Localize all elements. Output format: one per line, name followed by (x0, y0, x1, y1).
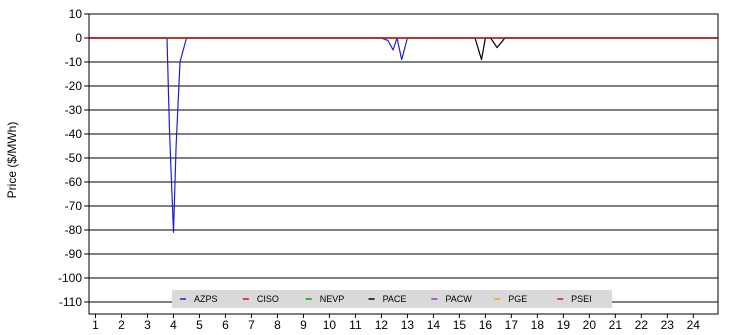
legend-label-psei: PSEI (571, 294, 592, 304)
x-tick-label: 6 (222, 318, 229, 332)
x-tick-label: 24 (687, 318, 701, 332)
legend-label-nevp: NEVP (320, 294, 345, 304)
y-tick-label: -100 (58, 271, 82, 285)
x-tick-label: 22 (635, 318, 649, 332)
y-tick-label: 10 (69, 7, 83, 21)
y-tick-label: -10 (65, 55, 83, 69)
y-axis-title: Price ($/MWh) (5, 122, 19, 199)
legend-label-pace: PACE (383, 294, 407, 304)
x-tick-label: 16 (479, 318, 493, 332)
x-tick-label: 18 (531, 318, 545, 332)
legend-label-ciso: CISO (257, 294, 279, 304)
y-tick-label: -60 (65, 175, 83, 189)
x-tick-label: 19 (557, 318, 571, 332)
x-tick-label: 21 (609, 318, 623, 332)
y-tick-label: -80 (65, 223, 83, 237)
x-tick-label: 1 (92, 318, 99, 332)
legend: AZPS CISO NEVP PACE PACW PGE PSEI (172, 290, 612, 308)
plot-frame (88, 13, 719, 315)
x-tick-label: 11 (349, 318, 362, 332)
x-tick-label: 12 (375, 318, 389, 332)
x-tick-label: 13 (401, 318, 415, 332)
y-tick-label: 0 (75, 31, 82, 45)
y-tick-label: -50 (65, 151, 83, 165)
x-tick-label: 8 (274, 318, 281, 332)
x-tick-label: 5 (196, 318, 203, 332)
series-line-azps (89, 37, 718, 233)
x-tick-label: 10 (323, 318, 337, 332)
y-tick-label: -30 (65, 103, 83, 117)
y-tick-label: -70 (65, 199, 83, 213)
x-tick-label: 3 (144, 318, 151, 332)
y-tick-label: -90 (65, 247, 83, 261)
x-tick-label: 15 (453, 318, 467, 332)
x-tick-label: 9 (300, 318, 307, 332)
x-tick-label: 23 (661, 318, 675, 332)
x-tick-label: 17 (505, 318, 519, 332)
legend-label-pacw: PACW (445, 294, 472, 304)
x-tick-label: 20 (583, 318, 597, 332)
y-tick-label: -40 (65, 127, 83, 141)
legend-label-pge: PGE (508, 294, 527, 304)
y-tick-label: -110 (59, 295, 82, 309)
legend-label-azps: AZPS (194, 294, 218, 304)
x-tick-label: 7 (248, 318, 255, 332)
x-tick-label: 2 (118, 318, 125, 332)
y-tick-label: -20 (65, 79, 83, 93)
legend-box (172, 290, 612, 308)
x-tick-label: 4 (170, 318, 177, 332)
x-tick-label: 14 (427, 318, 441, 332)
